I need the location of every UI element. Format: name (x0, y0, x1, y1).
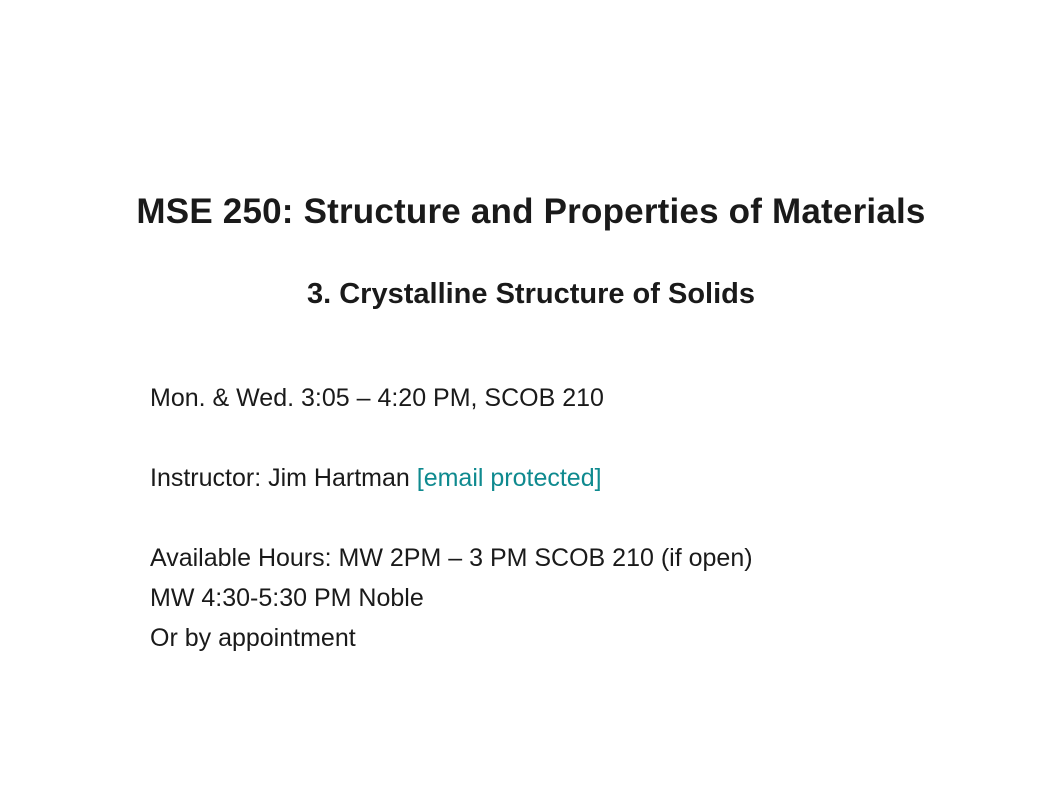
email-close-bracket: ] (595, 464, 602, 492)
course-title: MSE 250: Structure and Properties of Mat… (0, 192, 1062, 232)
available-hours-line-3: Or by appointment (150, 618, 950, 658)
available-hours-line-1: Available Hours: MW 2PM – 3 PM SCOB 210 … (150, 538, 950, 578)
email-open-bracket: [ (417, 464, 424, 492)
instructor-email-link[interactable]: email protected (424, 464, 595, 492)
schedule-line: Mon. & Wed. 3:05 – 4:20 PM, SCOB 210 (150, 378, 950, 418)
instructor-label: Instructor: Jim Hartman (150, 464, 417, 492)
slide: MSE 250: Structure and Properties of Mat… (0, 0, 1062, 797)
course-info-block: Mon. & Wed. 3:05 – 4:20 PM, SCOB 210 Ins… (150, 378, 950, 658)
lecture-subtitle: 3. Crystalline Structure of Solids (0, 278, 1062, 311)
instructor-line: Instructor: Jim Hartman [email protected… (150, 458, 950, 498)
available-hours-line-2: MW 4:30-5:30 PM Noble (150, 578, 950, 618)
